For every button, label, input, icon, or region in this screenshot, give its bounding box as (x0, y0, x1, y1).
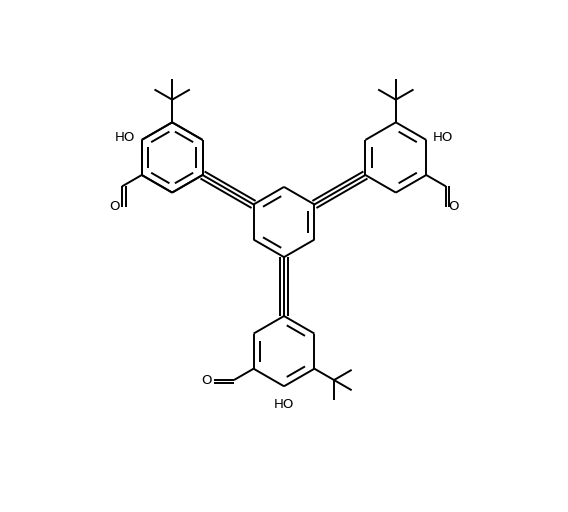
Text: O: O (448, 200, 458, 213)
Text: HO: HO (115, 131, 135, 144)
Text: HO: HO (433, 131, 453, 144)
Text: HO: HO (274, 398, 294, 411)
Text: O: O (201, 374, 211, 387)
Text: O: O (110, 200, 120, 213)
